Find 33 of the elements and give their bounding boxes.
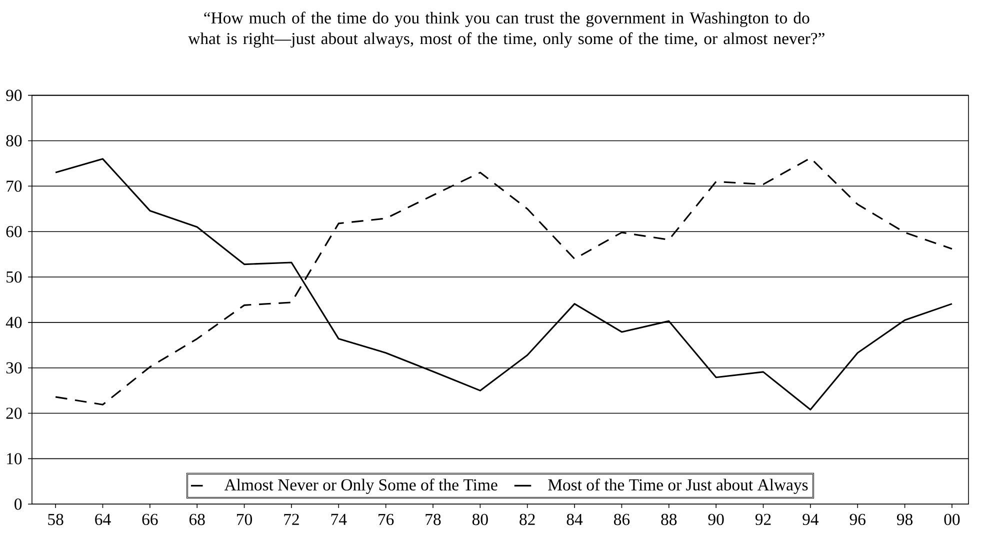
x-tick-label: 96 <box>850 514 866 526</box>
x-tick-label: 66 <box>142 514 158 526</box>
x-tick-label: 80 <box>472 514 488 526</box>
x-tick-label: 84 <box>566 514 583 526</box>
x-tick-label: 64 <box>95 514 111 526</box>
x-tick-label: 70 <box>237 514 252 526</box>
x-tick-label: 92 <box>755 514 771 526</box>
y-tick-label: 10 <box>7 453 22 465</box>
x-tick-label: 74 <box>331 514 347 526</box>
x-tick-label: 88 <box>661 514 677 526</box>
x-tick-label: 90 <box>708 514 724 526</box>
legend-label: Most of the Time or Just about Always <box>548 478 808 494</box>
y-tick-label: 40 <box>6 316 22 328</box>
y-tick-label: 20 <box>6 408 22 420</box>
x-tick-label: 94 <box>802 514 819 526</box>
x-tick-label: 76 <box>378 514 394 526</box>
x-tick-label: 68 <box>189 514 205 526</box>
x-tick-label: 82 <box>520 514 535 526</box>
y-tick-label: 90 <box>6 90 22 102</box>
chart-title: “How much of the time do you think you can trust the government in Washington to do what is right—just about always, most of the time, only some of the time, or almost never?” <box>188 12 824 48</box>
legend-label: Almost Never or Only Some of the Time <box>224 478 498 494</box>
x-tick-label: 86 <box>614 514 630 526</box>
x-tick-label: 78 <box>426 514 441 526</box>
y-tick-label: 70 <box>6 180 22 192</box>
y-tick-label: 60 <box>6 226 22 238</box>
y-tick-label: 30 <box>6 362 22 374</box>
x-tick-label: 58 <box>48 514 64 526</box>
x-tick-label: 72 <box>284 514 299 526</box>
x-tick-label: 00 <box>944 514 960 526</box>
x-tick-label: 98 <box>896 514 913 526</box>
y-tick-label: 50 <box>6 272 22 283</box>
y-tick-label: 80 <box>6 135 22 147</box>
y-tick-label: 0 <box>14 498 22 510</box>
